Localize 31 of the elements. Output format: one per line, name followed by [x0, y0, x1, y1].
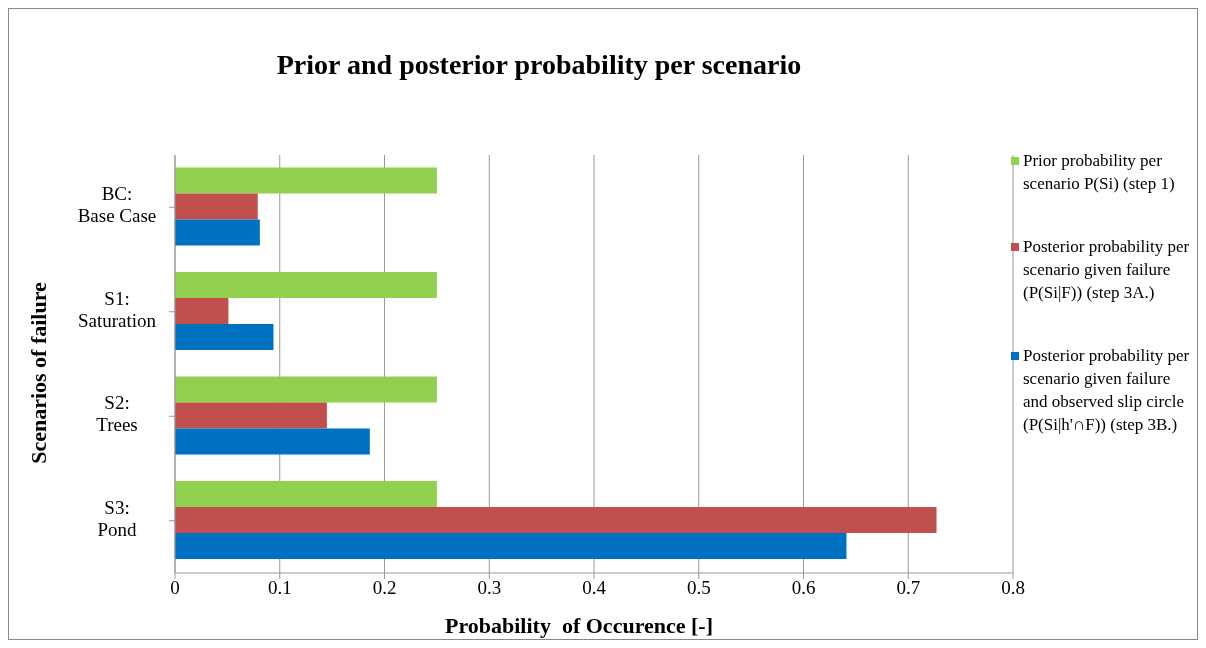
y-axis-title: Scenarios of failure	[26, 282, 52, 464]
bar	[175, 533, 847, 560]
bar	[175, 193, 258, 220]
y-tick-label: S2: Trees	[96, 392, 138, 436]
y-tick-label: S1: Saturation	[77, 288, 157, 332]
x-tick-label: 0.8	[1001, 577, 1025, 599]
bar	[175, 376, 437, 403]
y-tick-label: S3: Pond	[97, 497, 138, 541]
bar	[175, 219, 260, 246]
legend-label: Posterior probability per scenario given failure and observed slip circle (P(Si|h'∩F)) (step 3B.)	[1023, 345, 1191, 436]
bar	[175, 507, 937, 534]
bar	[175, 167, 437, 194]
x-tick-label: 0	[170, 577, 180, 599]
y-tick-label: BC: Base Case	[77, 183, 157, 227]
bar	[175, 272, 437, 299]
x-tick-label: 0.2	[372, 577, 397, 599]
legend-label: Prior probability per scenario P(Si) (step 1)	[1023, 150, 1176, 195]
x-tick-label: 0.7	[896, 577, 921, 599]
legend-label: Posterior probability per scenario given failure (P(Si|F)) (step 3A.)	[1023, 236, 1191, 304]
bar	[175, 324, 274, 351]
x-tick-label: 0.6	[791, 577, 816, 599]
x-tick-label: 0.1	[267, 577, 292, 599]
chart-title: Prior and posterior probability per scenario	[275, 49, 803, 81]
x-tick-label: 0.5	[686, 577, 711, 599]
bar	[175, 481, 437, 508]
bar	[175, 402, 327, 429]
x-tick-label: 0.4	[582, 577, 607, 599]
x-axis-title: Probability of Occurence [-]	[444, 613, 714, 639]
x-tick-label: 0.3	[477, 577, 502, 599]
bar	[175, 298, 229, 325]
bar	[175, 428, 370, 455]
